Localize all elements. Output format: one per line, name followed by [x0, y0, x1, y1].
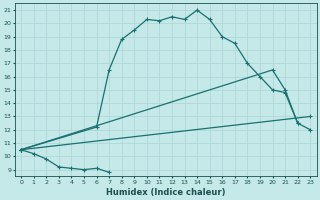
X-axis label: Humidex (Indice chaleur): Humidex (Indice chaleur): [106, 188, 225, 197]
